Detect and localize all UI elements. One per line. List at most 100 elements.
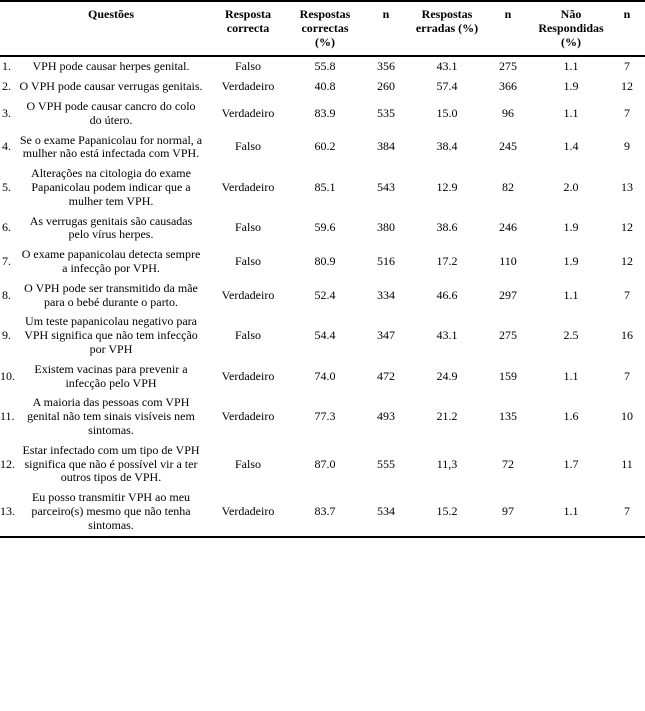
- cell-n-noresp: 10: [609, 393, 645, 440]
- cell-question: Alterações na citologia do exame Papanic…: [15, 164, 207, 211]
- cell-n-noresp: 12: [609, 77, 645, 97]
- cell-n-correct: 334: [361, 279, 411, 313]
- table-row: 11.A maioria das pessoas com VPH genital…: [0, 393, 645, 440]
- cell-correct-pct: 59.6: [289, 212, 361, 246]
- cell-wrong-pct: 12.9: [411, 164, 483, 211]
- cell-n-wrong: 96: [483, 97, 533, 131]
- cell-question: Existem vacinas para prevenir a infecção…: [15, 360, 207, 394]
- cell-question: O VPH pode causar verrugas genitais.: [15, 77, 207, 97]
- cell-n-correct: 347: [361, 312, 411, 359]
- cell-n-correct: 535: [361, 97, 411, 131]
- table-row: 7.O exame papanicolau detecta sempre a i…: [0, 245, 645, 279]
- table-body: 1.VPH pode causar herpes genital.Falso55…: [0, 56, 645, 536]
- cell-num: 4.: [0, 131, 15, 165]
- cell-noresp-pct: 2.0: [533, 164, 609, 211]
- cell-answer: Verdadeiro: [207, 279, 289, 313]
- cell-answer: Falso: [207, 312, 289, 359]
- cell-n-wrong: 275: [483, 56, 533, 77]
- cell-noresp-pct: 1.7: [533, 441, 609, 488]
- cell-question: Estar infectado com um tipo de VPH signi…: [15, 441, 207, 488]
- cell-noresp-pct: 1.9: [533, 77, 609, 97]
- col-header-n3: n: [609, 1, 645, 56]
- cell-n-wrong: 97: [483, 488, 533, 536]
- cell-num: 1.: [0, 56, 15, 77]
- cell-noresp-pct: 1.9: [533, 212, 609, 246]
- cell-n-wrong: 245: [483, 131, 533, 165]
- cell-wrong-pct: 43.1: [411, 56, 483, 77]
- cell-wrong-pct: 38.6: [411, 212, 483, 246]
- cell-num: 5.: [0, 164, 15, 211]
- cell-correct-pct: 85.1: [289, 164, 361, 211]
- cell-wrong-pct: 38.4: [411, 131, 483, 165]
- cell-n-wrong: 246: [483, 212, 533, 246]
- cell-num: 10.: [0, 360, 15, 394]
- cell-n-noresp: 13: [609, 164, 645, 211]
- cell-n-noresp: 12: [609, 212, 645, 246]
- cell-noresp-pct: 1.4: [533, 131, 609, 165]
- cell-num: 3.: [0, 97, 15, 131]
- cell-n-correct: 543: [361, 164, 411, 211]
- cell-n-correct: 493: [361, 393, 411, 440]
- col-header-resposta-correcta: Resposta correcta: [207, 1, 289, 56]
- table-row: 10.Existem vacinas para prevenir a infec…: [0, 360, 645, 394]
- cell-noresp-pct: 1.1: [533, 97, 609, 131]
- col-header-respostas-erradas-pct: Respostas erradas (%): [411, 1, 483, 56]
- col-header-questoes: Questões: [15, 1, 207, 56]
- cell-answer: Falso: [207, 56, 289, 77]
- table-row: 5.Alterações na citologia do exame Papan…: [0, 164, 645, 211]
- cell-num: 2.: [0, 77, 15, 97]
- cell-n-correct: 356: [361, 56, 411, 77]
- cell-n-noresp: 7: [609, 97, 645, 131]
- cell-n-wrong: 110: [483, 245, 533, 279]
- cell-noresp-pct: 1.1: [533, 488, 609, 536]
- cell-noresp-pct: 1.9: [533, 245, 609, 279]
- cell-question: O VPH pode causar cancro do colo do úter…: [15, 97, 207, 131]
- col-header-n2: n: [483, 1, 533, 56]
- table-row: 4.Se o exame Papanicolau for normal, a m…: [0, 131, 645, 165]
- cell-noresp-pct: 1.1: [533, 360, 609, 394]
- table-row: 13.Eu posso transmitir VPH ao meu parcei…: [0, 488, 645, 536]
- table-row: 1.VPH pode causar herpes genital.Falso55…: [0, 56, 645, 77]
- cell-n-noresp: 16: [609, 312, 645, 359]
- cell-question: Eu posso transmitir VPH ao meu parceiro(…: [15, 488, 207, 536]
- cell-n-wrong: 82: [483, 164, 533, 211]
- cell-answer: Verdadeiro: [207, 393, 289, 440]
- table-row: 3.O VPH pode causar cancro do colo do út…: [0, 97, 645, 131]
- cell-num: 13.: [0, 488, 15, 536]
- cell-n-noresp: 7: [609, 56, 645, 77]
- table-row: 9.Um teste papanicolau negativo para VPH…: [0, 312, 645, 359]
- cell-correct-pct: 87.0: [289, 441, 361, 488]
- cell-noresp-pct: 1.1: [533, 56, 609, 77]
- cell-wrong-pct: 17.2: [411, 245, 483, 279]
- cell-wrong-pct: 46.6: [411, 279, 483, 313]
- cell-answer: Falso: [207, 245, 289, 279]
- cell-n-correct: 516: [361, 245, 411, 279]
- table-row: 2.O VPH pode causar verrugas genitais.Ve…: [0, 77, 645, 97]
- cell-n-noresp: 12: [609, 245, 645, 279]
- cell-correct-pct: 60.2: [289, 131, 361, 165]
- col-header-nao-respondidas-pct: Não Respondidas (%): [533, 1, 609, 56]
- cell-question: Se o exame Papanicolau for normal, a mul…: [15, 131, 207, 165]
- cell-correct-pct: 54.4: [289, 312, 361, 359]
- cell-n-wrong: 275: [483, 312, 533, 359]
- cell-correct-pct: 74.0: [289, 360, 361, 394]
- cell-correct-pct: 80.9: [289, 245, 361, 279]
- cell-n-wrong: 135: [483, 393, 533, 440]
- cell-n-wrong: 366: [483, 77, 533, 97]
- cell-n-wrong: 159: [483, 360, 533, 394]
- cell-answer: Verdadeiro: [207, 164, 289, 211]
- data-table: Questões Resposta correcta Respostas cor…: [0, 0, 645, 538]
- col-header-n1: n: [361, 1, 411, 56]
- cell-n-noresp: 11: [609, 441, 645, 488]
- cell-question: O exame papanicolau detecta sempre a inf…: [15, 245, 207, 279]
- cell-noresp-pct: 1.1: [533, 279, 609, 313]
- cell-num: 9.: [0, 312, 15, 359]
- cell-n-noresp: 7: [609, 279, 645, 313]
- cell-answer: Falso: [207, 441, 289, 488]
- cell-correct-pct: 40.8: [289, 77, 361, 97]
- cell-answer: Verdadeiro: [207, 360, 289, 394]
- cell-noresp-pct: 2.5: [533, 312, 609, 359]
- cell-wrong-pct: 11,3: [411, 441, 483, 488]
- cell-n-correct: 555: [361, 441, 411, 488]
- cell-answer: Verdadeiro: [207, 77, 289, 97]
